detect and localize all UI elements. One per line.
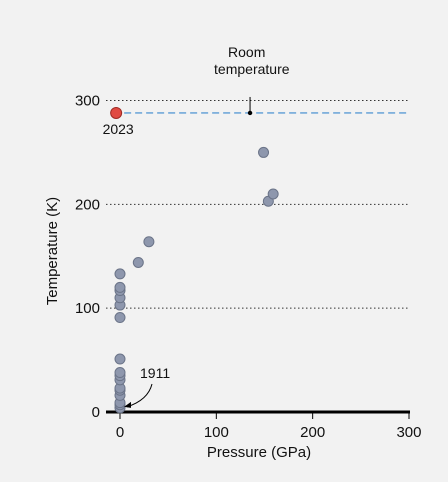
y-tick-label: 300 bbox=[75, 93, 100, 110]
axes bbox=[106, 410, 410, 419]
reference-label: Room temperature bbox=[214, 44, 290, 77]
gridlines bbox=[106, 100, 410, 309]
data-points bbox=[110, 106, 279, 414]
data-point bbox=[258, 146, 270, 158]
annotations: 2023 1911 bbox=[103, 121, 170, 408]
data-point bbox=[143, 236, 155, 248]
tick-labels: 0 100 200 300 0 100 200 300 bbox=[75, 93, 422, 441]
x-tick-label: 300 bbox=[396, 424, 421, 441]
y-tick-label: 200 bbox=[75, 196, 100, 213]
data-point bbox=[267, 188, 279, 200]
y-axis-title: Temperature (K) bbox=[44, 197, 61, 305]
highlight-point-2023 bbox=[110, 106, 123, 119]
data-point bbox=[114, 367, 126, 379]
x-tick-label: 0 bbox=[116, 424, 124, 441]
x-tick-label: 200 bbox=[300, 424, 325, 441]
annotation-label-1911: 1911 bbox=[140, 365, 170, 381]
data-point bbox=[132, 256, 144, 268]
room-temperature-line: Room temperature bbox=[124, 44, 410, 116]
data-point bbox=[114, 268, 126, 280]
y-tick-label: 100 bbox=[75, 300, 100, 317]
highlight-label-2023: 2023 bbox=[103, 121, 134, 137]
x-tick-label: 100 bbox=[204, 424, 229, 441]
y-tick-label: 0 bbox=[92, 404, 100, 421]
annotation-arrowhead-1911 bbox=[124, 401, 131, 408]
data-point bbox=[114, 353, 126, 365]
data-point bbox=[114, 281, 126, 293]
data-point bbox=[114, 312, 126, 324]
reference-marker bbox=[247, 110, 253, 116]
x-axis-title: Pressure (GPa) bbox=[207, 444, 311, 461]
